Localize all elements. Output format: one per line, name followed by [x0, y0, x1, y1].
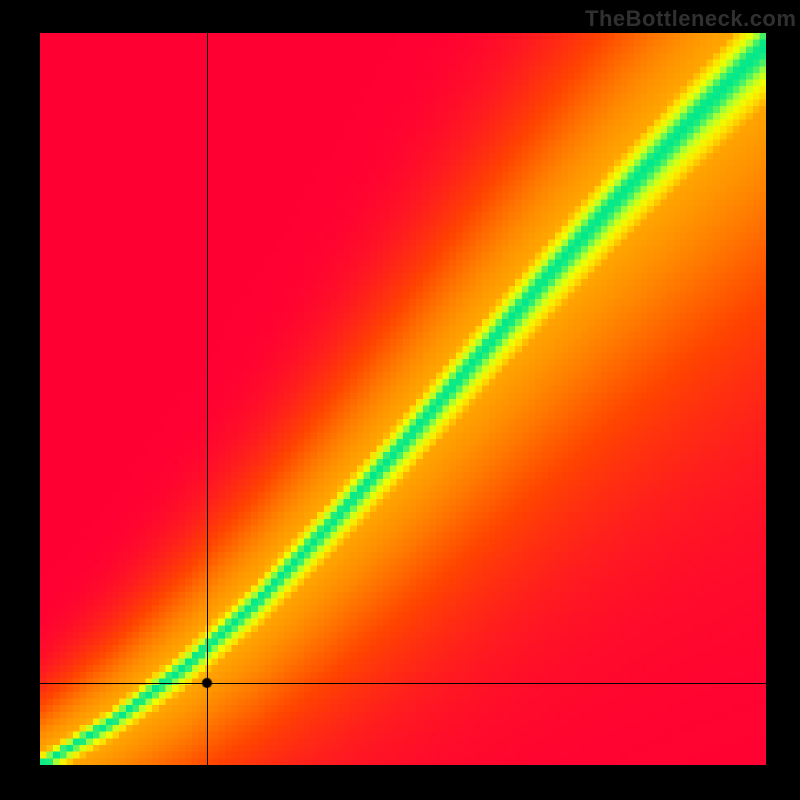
watermark-text: TheBottleneck.com — [585, 6, 796, 32]
marker-dot — [40, 33, 766, 765]
